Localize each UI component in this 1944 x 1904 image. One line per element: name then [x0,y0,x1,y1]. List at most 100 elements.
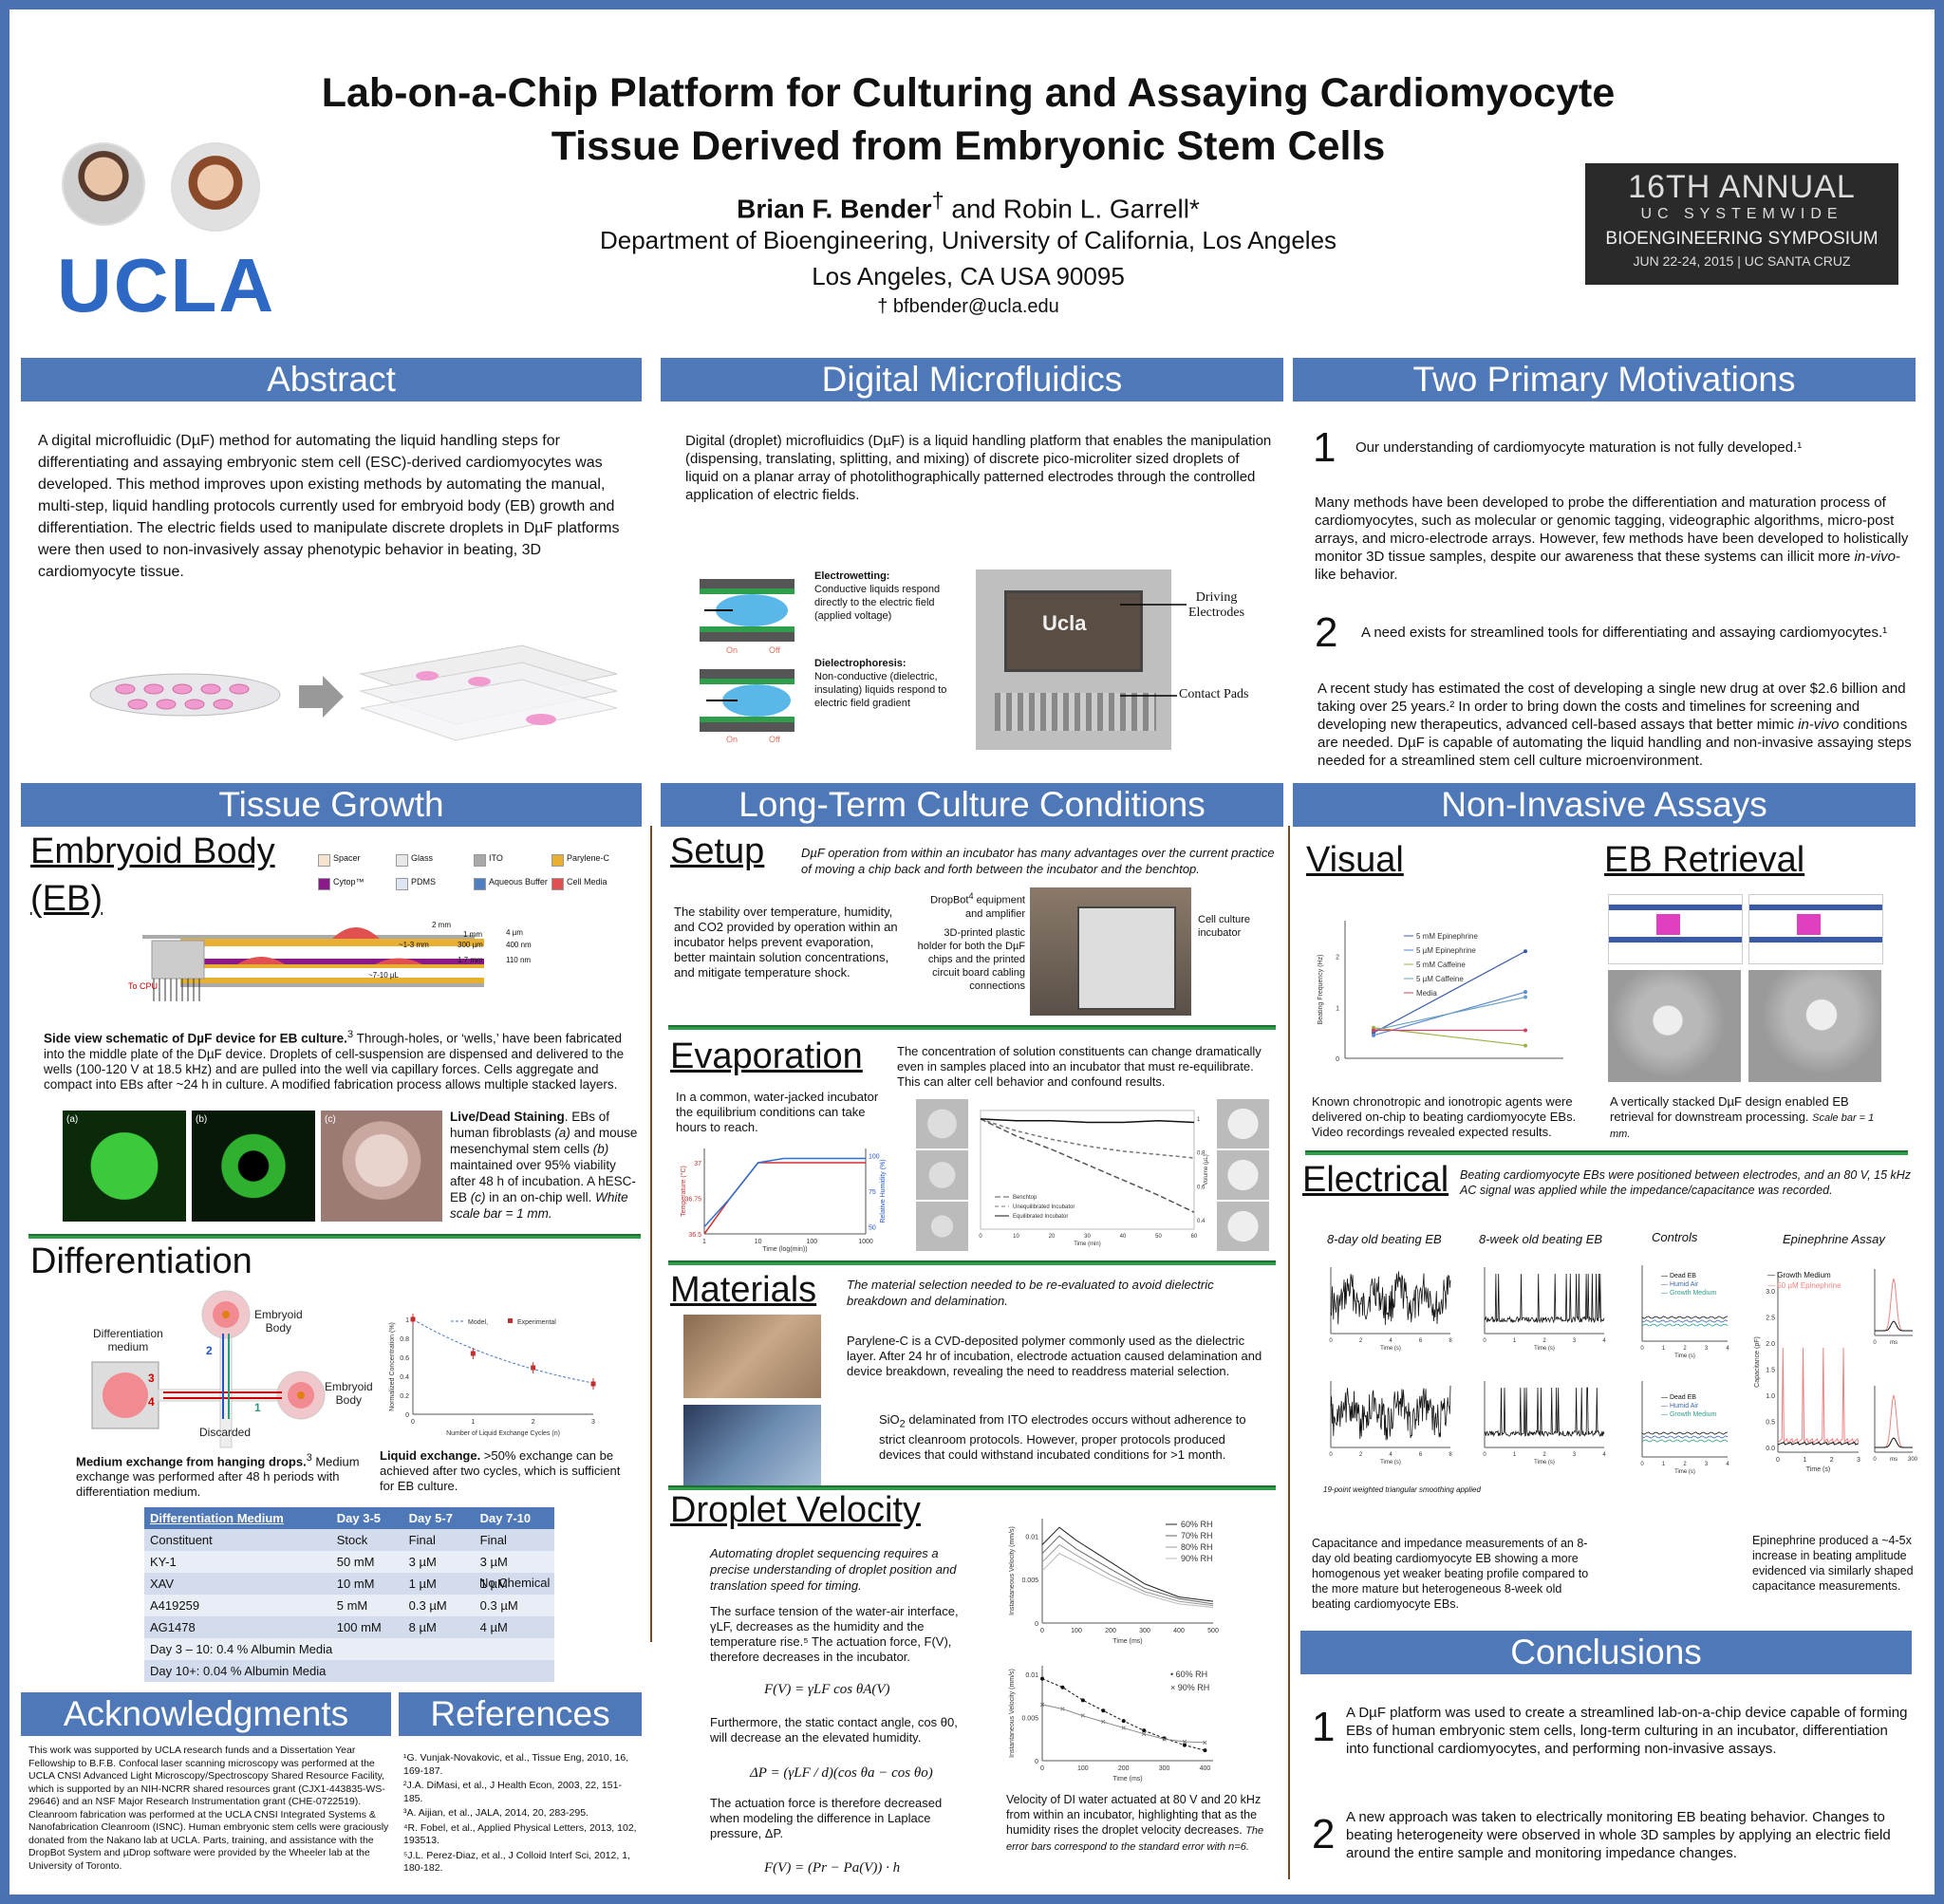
dmf-text: Digital (droplet) microfluidics (DµF) is… [685,433,1272,503]
y-tick-label: 0.2 [400,1393,409,1400]
x-axis-label: Time (s) [1534,1346,1555,1352]
legend-item: Glass [411,853,434,863]
humidity-line [703,1157,866,1228]
table-row: KY-1 50 mM 3 µM 3 µM [144,1551,554,1573]
motivation-2-text-a: A recent study has estimated the cost of… [1318,681,1906,733]
dep-on: On [726,735,738,744]
epi-zoom-trace [1875,1278,1913,1332]
x-tick-label: 400 [1200,1765,1211,1772]
retrieval-photo-1 [1608,970,1741,1082]
x-tick-label: 2 [1542,1338,1546,1344]
velocity-fit-line [1041,1678,1206,1751]
table-cell: A419259 [144,1595,331,1616]
table-row: A419259 5 mM 0.3 µM 0.3 µM [144,1595,554,1616]
legend-label: • 60% RH [1170,1670,1207,1679]
chip-pads [995,693,1156,731]
ld-text-1: . EBs of human fibroblasts [450,1110,610,1140]
x-tick-label: 0 [1640,1462,1644,1467]
controls-legend-top: — Dead EB — Humid Air — Growth Medium [1661,1272,1716,1297]
embryoid-body-1-label: Embryoid Body [254,1308,303,1335]
signal-trace [1330,1271,1451,1325]
legend-label: Unequilibrated Incubator [1013,1204,1075,1210]
x-tick-label: 0 [1329,1338,1333,1344]
x-tick-label: 10 [755,1239,762,1245]
equation-3: F(V) = (Pr − Pa(V)) · h [764,1860,901,1876]
freq-point [1523,995,1527,999]
embryoid-body-2-label: Embryoid Body [325,1380,373,1407]
droplet-velocity-subheading: Droplet Velocity [670,1490,922,1530]
x-axis-label: Number of Liquid Exchange Cycles (n) [446,1430,560,1437]
x-tick-label: 400 [1173,1628,1185,1634]
ld-a: (a) [554,1126,570,1140]
velocity-point-60 [1040,1676,1044,1681]
velocity-fit-line [1041,1704,1206,1744]
electrowetting-schematic [700,579,794,642]
x-tick-label: 30 [1084,1234,1091,1240]
control-trace [1641,1319,1729,1323]
velocity-series-line [1041,1535,1214,1605]
chip-logo: Ucla [1042,611,1087,635]
temperature-line [703,1162,866,1235]
y-axis-label: Normalized Concentration (%) [389,1322,396,1411]
y-tick-label: 0.01 [1025,1672,1038,1679]
ld-bold: Live/Dead Staining [450,1110,565,1124]
conclusion-2-number: 2 [1312,1811,1336,1857]
x-tick-label: 8 [1449,1338,1452,1344]
legend-label: 60% RH [1181,1520,1213,1529]
table-cell: 50 mM [330,1551,403,1573]
epinephrine-legend: — Growth Medium — 50 µM Epinephrine [1767,1270,1841,1291]
plot-title-8day: 8-day old beating EB [1327,1232,1442,1246]
incubator-door [1077,906,1176,1010]
eb-caption-sup: 3 [346,1029,354,1040]
x-tick-label: 2 [532,1419,535,1426]
y-tick-label: 0.4 [1197,1219,1206,1224]
ld-scale: White scale bar = 1 mm. [450,1190,628,1221]
y-tick-label: 1.0 [1766,1393,1775,1400]
controls-legend-item: — Growth Medium [1661,1290,1717,1297]
legend-label: 5 µM Epinephrine [1416,946,1476,955]
motivation-1-text: Many methods have been developed to prob… [1315,494,1913,584]
y-tick-label: 1 [1336,1005,1339,1012]
evaporation-chart: 0 10 20 30 40 50 60 0.4 0.6 0.8 1 Time (min) Volume … [979,1110,1209,1247]
freq-point [1523,990,1527,995]
reference-item: ⁴R. Fobel, et al., Applied Physical Lett… [403,1821,637,1847]
x-tick-label: 0 [1483,1452,1486,1458]
x-tick-label: 2 [1359,1338,1363,1344]
electrical-text-2: Epinephrine produced a ~4-5x increase in… [1752,1534,1914,1593]
control-trace [1641,1431,1729,1435]
y-tick-label: 0.005 [1021,1577,1038,1584]
eb-caption: Side view schematic of DµF device for EB… [44,1027,632,1092]
legend-label: Equilibrated Incubator [1013,1214,1068,1220]
embryoid-1: Embryoid [254,1308,303,1321]
legend-label: 70% RH [1181,1531,1213,1540]
dv-italic: Automating droplet sequencing requires a… [710,1546,957,1593]
city: Los Angeles, CA USA 90095 [812,262,1125,290]
table-header: Differentiation Medium [144,1507,331,1529]
title-line-2: Tissue Derived from Embryonic Stem Cells [551,123,1386,169]
x-tick-label: 100 [806,1239,817,1245]
cell-culture-label: Cell culture incubator [1198,914,1251,939]
table-footnote-2: Day 10+: 0.04 % Albumin Media [144,1660,554,1682]
x-tick-label: 1000 [858,1239,873,1245]
y-tick-label: 0 [1336,1056,1339,1063]
table-cell: 10 mM [330,1573,403,1595]
controls-legend-item: — Growth Medium [1661,1411,1717,1418]
ew-label: Electrowetting: Conductive liquids respo… [814,569,966,623]
materials-divider [668,1485,1276,1490]
legend-swatch [318,854,330,867]
controls-legend-item: — Humid Air [1661,1281,1699,1288]
retrieval-text-a: A vertically stacked DµF design enabled … [1610,1094,1849,1124]
legend-item: Spacer [333,853,361,863]
legend-swatch [396,854,408,867]
author-1-photo [62,142,145,226]
x-tick-label: 10 [1013,1234,1019,1240]
dimension-label: 2 mm [432,921,451,929]
arrow-num-4: 4 [148,1395,155,1409]
legend-swatch [474,854,486,867]
hanging-drop-schematic [91,1290,326,1448]
visual-subheading: Visual [1306,840,1404,880]
y-tick-label: 0.8 [1197,1151,1206,1157]
evap-series-line [980,1118,1195,1124]
control-trace [1641,1435,1729,1439]
